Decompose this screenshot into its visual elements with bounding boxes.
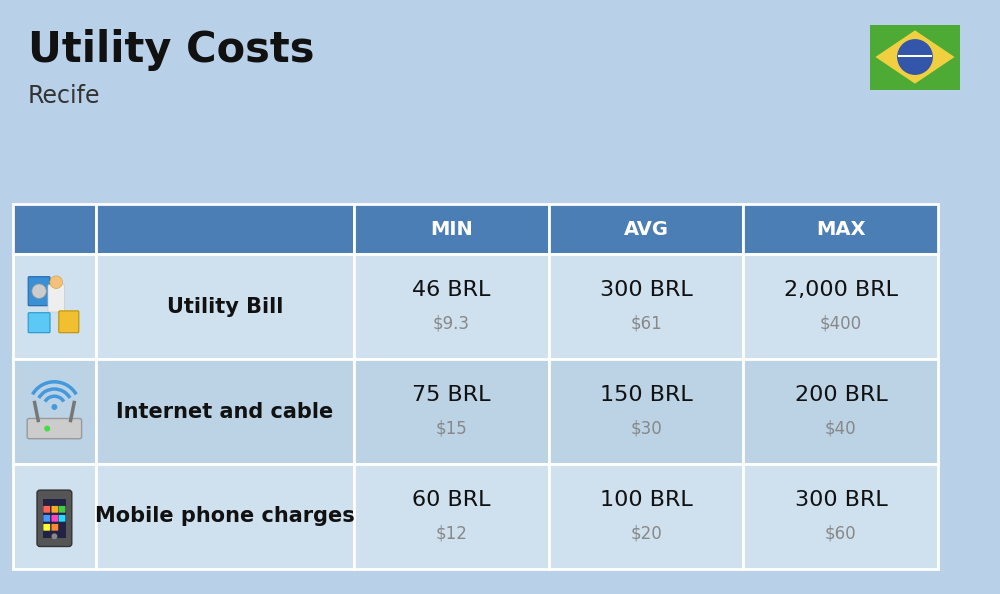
FancyBboxPatch shape (743, 464, 938, 569)
FancyBboxPatch shape (13, 254, 96, 359)
Text: AVG: AVG (624, 220, 669, 239)
Circle shape (32, 284, 46, 298)
Text: 150 BRL: 150 BRL (600, 384, 692, 405)
Text: $20: $20 (630, 525, 662, 542)
Circle shape (45, 426, 49, 431)
Circle shape (52, 534, 57, 539)
FancyBboxPatch shape (27, 419, 82, 439)
Text: 300 BRL: 300 BRL (795, 489, 887, 510)
Text: 60 BRL: 60 BRL (412, 489, 491, 510)
Text: 100 BRL: 100 BRL (600, 489, 692, 510)
Text: Internet and cable: Internet and cable (116, 402, 333, 422)
Text: $15: $15 (435, 419, 467, 438)
FancyBboxPatch shape (59, 311, 79, 333)
FancyBboxPatch shape (743, 359, 938, 464)
FancyBboxPatch shape (51, 506, 58, 513)
FancyBboxPatch shape (354, 254, 549, 359)
FancyBboxPatch shape (43, 498, 66, 538)
FancyBboxPatch shape (59, 506, 65, 513)
FancyBboxPatch shape (13, 204, 96, 254)
FancyBboxPatch shape (96, 254, 354, 359)
FancyBboxPatch shape (743, 204, 938, 254)
FancyBboxPatch shape (13, 359, 96, 464)
FancyBboxPatch shape (43, 506, 50, 513)
FancyBboxPatch shape (549, 254, 743, 359)
Text: 300 BRL: 300 BRL (600, 280, 692, 299)
Text: $400: $400 (820, 314, 862, 333)
FancyBboxPatch shape (13, 464, 96, 569)
Text: $60: $60 (825, 525, 857, 542)
FancyBboxPatch shape (48, 285, 64, 312)
Text: MIN: MIN (430, 220, 473, 239)
FancyBboxPatch shape (549, 204, 743, 254)
FancyBboxPatch shape (549, 359, 743, 464)
Text: $30: $30 (630, 419, 662, 438)
Text: $40: $40 (825, 419, 857, 438)
FancyBboxPatch shape (870, 24, 960, 90)
Text: 200 BRL: 200 BRL (795, 384, 887, 405)
FancyBboxPatch shape (96, 204, 354, 254)
Text: MAX: MAX (816, 220, 866, 239)
FancyBboxPatch shape (51, 524, 58, 530)
FancyBboxPatch shape (28, 312, 50, 333)
FancyBboxPatch shape (898, 55, 932, 59)
Text: Utility Costs: Utility Costs (28, 29, 314, 71)
FancyBboxPatch shape (354, 359, 549, 464)
Text: Recife: Recife (28, 84, 100, 108)
FancyBboxPatch shape (59, 515, 65, 522)
Circle shape (50, 276, 62, 289)
FancyBboxPatch shape (354, 204, 549, 254)
FancyBboxPatch shape (549, 464, 743, 569)
Text: Mobile phone charges: Mobile phone charges (95, 507, 355, 526)
Circle shape (898, 40, 932, 74)
FancyBboxPatch shape (51, 515, 58, 522)
FancyBboxPatch shape (43, 515, 50, 522)
Text: $61: $61 (630, 314, 662, 333)
FancyBboxPatch shape (43, 524, 50, 530)
Text: $12: $12 (435, 525, 467, 542)
FancyBboxPatch shape (96, 359, 354, 464)
Text: 2,000 BRL: 2,000 BRL (784, 280, 898, 299)
FancyBboxPatch shape (96, 464, 354, 569)
Text: 46 BRL: 46 BRL (412, 280, 490, 299)
Polygon shape (875, 30, 955, 84)
FancyBboxPatch shape (28, 277, 50, 306)
FancyBboxPatch shape (37, 490, 72, 546)
Text: Utility Bill: Utility Bill (167, 296, 283, 317)
FancyBboxPatch shape (743, 254, 938, 359)
FancyBboxPatch shape (354, 464, 549, 569)
Text: 75 BRL: 75 BRL (412, 384, 491, 405)
Polygon shape (898, 57, 932, 74)
Circle shape (52, 405, 57, 409)
Text: $9.3: $9.3 (433, 314, 470, 333)
